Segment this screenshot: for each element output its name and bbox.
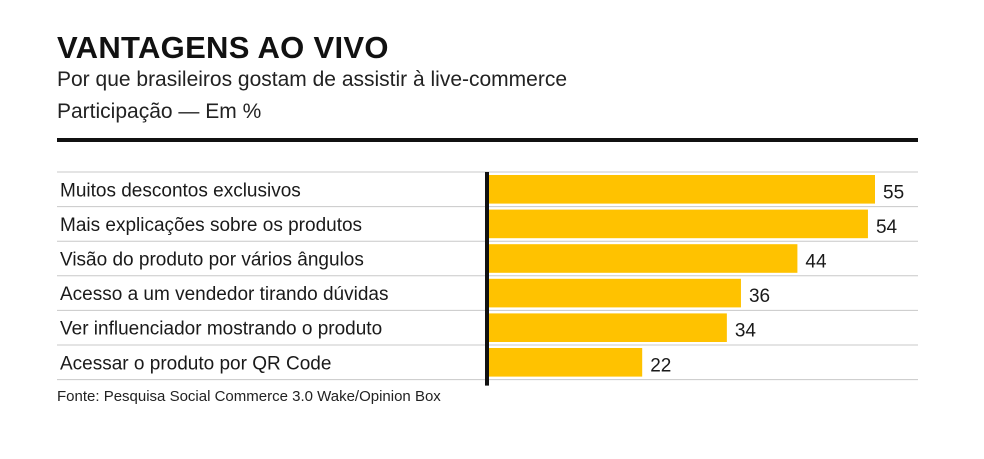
source-note: Fonte: Pesquisa Social Commerce 3.0 Wake…	[57, 388, 441, 405]
category-label: Visão do produto por vários ângulos	[60, 250, 364, 271]
chart-subtitle: Por que brasileiros gostam de assistir à…	[57, 68, 568, 91]
data-label: 54	[876, 217, 898, 238]
category-label: Muitos descontos exclusivos	[60, 180, 301, 201]
bar	[487, 313, 727, 342]
data-label: 36	[749, 286, 770, 307]
bar	[487, 209, 868, 239]
bar	[487, 175, 875, 204]
data-label: 34	[735, 321, 757, 342]
data-label: 55	[883, 182, 904, 203]
data-label: 22	[650, 355, 671, 376]
category-label: Acessar o produto por QR Code	[60, 353, 331, 374]
chart-unit-label: Participação — Em %	[57, 100, 262, 123]
bar	[487, 244, 798, 273]
data-label: 44	[805, 252, 827, 273]
category-label: Ver influenciador mostrando o produto	[60, 319, 382, 340]
category-label: Mais explicações sobre os produtos	[60, 215, 362, 236]
baseline-axis	[485, 172, 489, 386]
bar	[487, 348, 643, 377]
bar	[487, 278, 741, 308]
category-label: Acesso a um vendedor tirando dúvidas	[60, 284, 388, 305]
header-rule	[57, 138, 918, 142]
chart-title: VANTAGENS AO VIVO	[57, 30, 389, 65]
